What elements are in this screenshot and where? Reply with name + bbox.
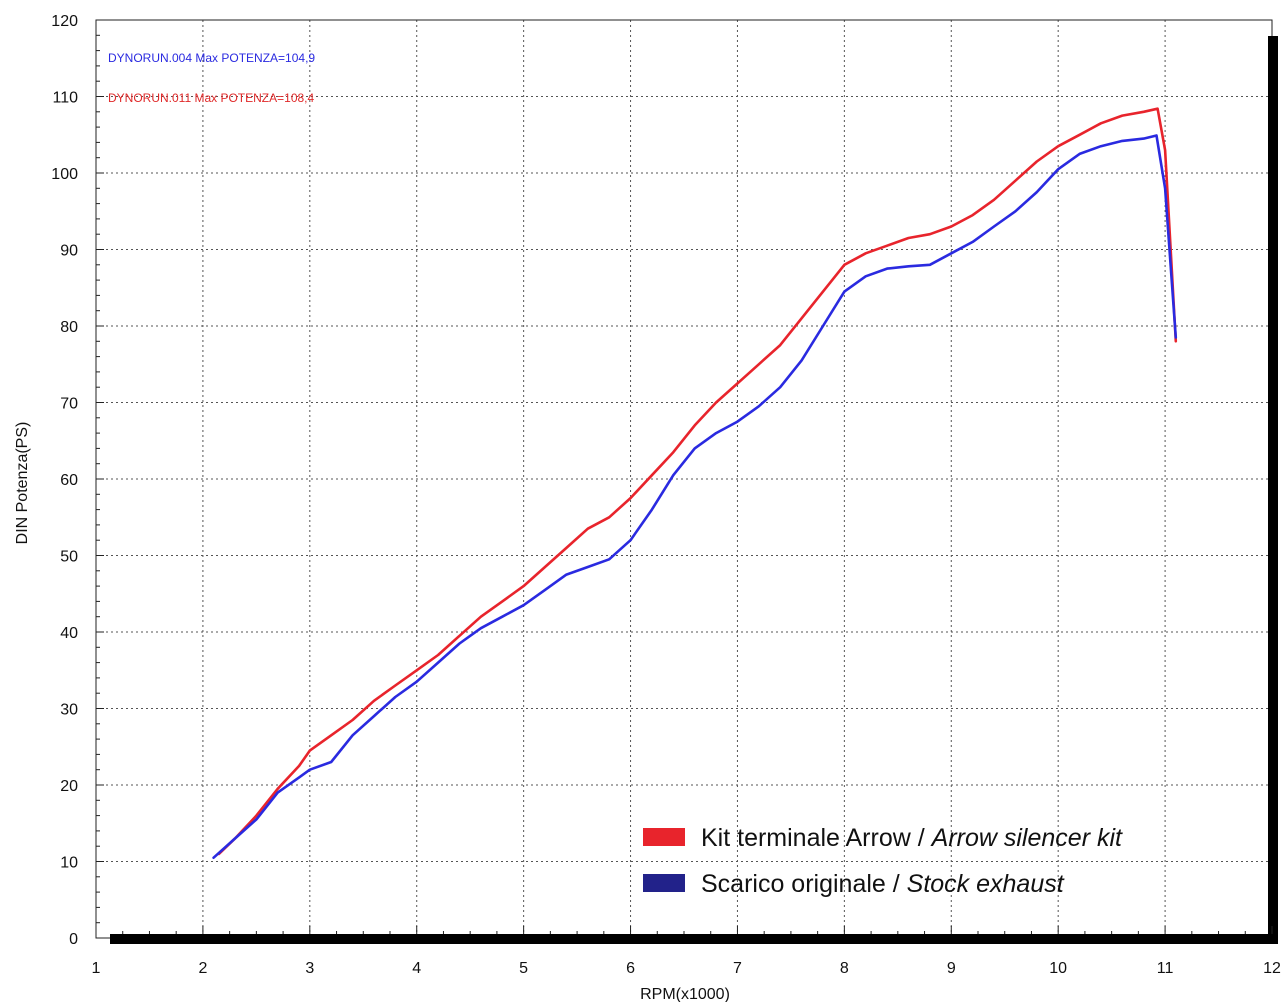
legend-label-0: Kit terminale Arrow / Arrow silencer kit [701,824,1123,852]
y-tick-label: 0 [69,931,78,948]
y-tick-label: 20 [60,778,78,795]
frame-shadow-right [1268,36,1278,944]
y-tick-label: 10 [60,855,78,872]
legend-label-1: Scarico originale / Stock exhaust [701,870,1065,898]
x-tick-label: 5 [519,960,528,977]
y-tick-label: 110 [52,90,78,107]
x-tick-label: 10 [1049,960,1067,977]
x-tick-label: 2 [198,960,207,977]
x-tick-label: 1 [92,960,101,977]
annotations: DYNORUN.004 Max POTENZA=104,9 DYNORUN.01… [108,51,315,105]
x-axis-ticks: 1 2 3 4 5 6 7 8 9 10 11 12 [92,926,1281,977]
x-tick-label: 3 [305,960,314,977]
legend-swatch-1 [643,874,685,892]
x-tick-label: 9 [947,960,956,977]
annotation-dynorun-004: DYNORUN.004 Max POTENZA=104,9 [108,51,315,65]
series-line-1 [212,134,1178,860]
y-axis-ticks: 0 10 20 30 40 50 60 70 80 90 100 110 120 [51,13,104,948]
annotation-dynorun-011: DYNORUN.011 Max POTENZA=108,4 [108,91,315,105]
y-tick-label: 120 [51,13,78,30]
y-tick-label: 100 [51,166,78,183]
x-tick-label: 8 [840,960,849,977]
legend-swatch-0 [643,828,685,846]
series-lines [212,107,1178,860]
plot-frame [95,19,1278,944]
grid [96,20,1272,938]
y-tick-label: 60 [60,472,78,489]
x-tick-label: 11 [1157,960,1174,977]
x-tick-label: 4 [412,960,421,977]
frame-shadow-bottom [110,934,1276,944]
x-tick-label: 12 [1263,960,1281,977]
legend: Kit terminale Arrow / Arrow silencer kit… [643,824,1123,898]
y-tick-label: 30 [60,702,78,719]
x-axis-label: RPM(x1000) [640,986,730,1002]
series-line-0 [217,107,1178,856]
x-tick-label: 6 [626,960,635,977]
x-tick-label: 7 [733,960,742,977]
y-tick-label: 50 [60,549,78,566]
y-axis-label: DIN Potenza(PS) [14,422,31,545]
y-tick-label: 70 [60,396,78,413]
y-tick-label: 90 [60,243,78,260]
y-tick-label: 80 [60,319,78,336]
y-tick-label: 40 [60,625,78,642]
